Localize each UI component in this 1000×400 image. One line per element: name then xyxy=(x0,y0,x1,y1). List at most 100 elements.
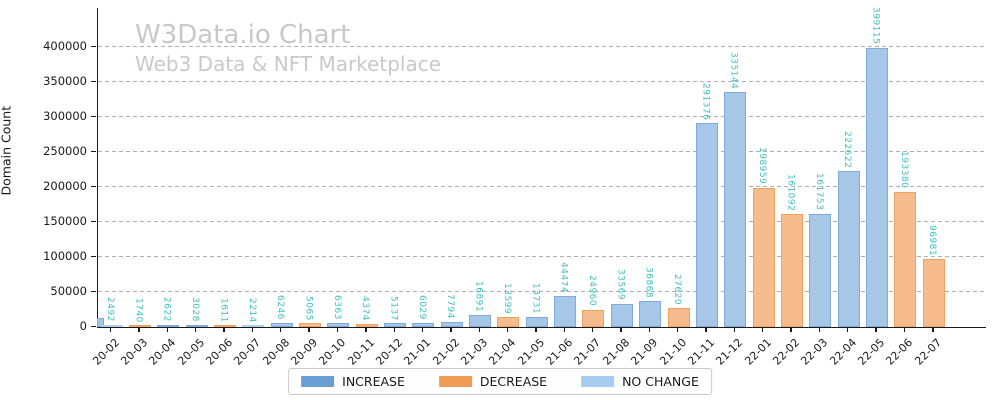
x-tick-mark xyxy=(336,327,339,332)
decrease-swatch-icon xyxy=(438,376,472,387)
x-tick-mark xyxy=(932,327,934,332)
x-tick-label-21-08: 21-08 xyxy=(600,336,633,368)
legend-item-decrease: DECREASE xyxy=(438,374,548,389)
y-tick-label: 200000 xyxy=(43,179,87,193)
x-tick-mark xyxy=(138,327,140,332)
bar-value-label: 44474 xyxy=(558,261,569,293)
x-tick-mark xyxy=(677,327,679,332)
bar-value-label: 222622 xyxy=(842,130,853,169)
bar-value-label: 96981 xyxy=(927,224,938,257)
bar-20-10[interactable] xyxy=(327,322,350,327)
x-tick-label-21-05: 21-05 xyxy=(515,336,547,368)
bar-20-04[interactable] xyxy=(157,325,180,327)
x-tick-mark xyxy=(563,327,565,332)
x-tick-label-20-11: 20-11 xyxy=(345,336,377,368)
bar-20-05[interactable] xyxy=(185,324,208,327)
x-tick-label-20-08: 20-08 xyxy=(260,336,292,368)
bar-20-07[interactable] xyxy=(242,325,265,327)
plot-area: 2492 1740 2622 3028 1611 2214 6246 5065 6363 4374… xyxy=(97,7,986,328)
y-tick-mark xyxy=(91,326,96,328)
gridline xyxy=(98,150,986,152)
bar-21-09[interactable] xyxy=(639,301,662,327)
x-tick-mark xyxy=(733,327,736,332)
bar-22-03[interactable] xyxy=(809,213,832,327)
legend-item-increase: INCREASE xyxy=(301,374,405,389)
x-tick-mark xyxy=(762,327,764,332)
bar-22-02[interactable] xyxy=(780,214,803,327)
bar-value-label: 6363 xyxy=(331,294,342,320)
legend-label-decrease: DECREASE xyxy=(479,374,548,389)
x-tick-label-20-02: 20-02 xyxy=(89,336,122,368)
bar-21-01[interactable] xyxy=(412,322,435,327)
x-tick-label-21-01: 21-01 xyxy=(401,336,434,368)
bar-value-label: 1740 xyxy=(133,297,144,323)
y-tick-label: 0 xyxy=(79,319,87,333)
bar-20-06[interactable] xyxy=(213,325,236,327)
bar-20-11[interactable] xyxy=(355,323,378,327)
bar-22-05[interactable] xyxy=(865,47,888,327)
x-tick-label-20-09: 20-09 xyxy=(288,336,321,368)
bar-21-07[interactable] xyxy=(582,309,605,327)
bar-21-11[interactable] xyxy=(695,123,718,327)
legend-label-increase: INCREASE xyxy=(342,374,405,389)
y-tick-label: 400000 xyxy=(43,39,87,53)
bar-21-06[interactable] xyxy=(554,295,577,327)
bar-value-label: 2214 xyxy=(246,297,257,323)
bar-20-03[interactable] xyxy=(128,325,151,327)
bar-value-label: 24960 xyxy=(586,275,597,307)
bar-value-label: 27620 xyxy=(672,273,682,305)
x-tick-label-22-05: 22-05 xyxy=(855,336,888,368)
bar-22-04[interactable] xyxy=(837,171,860,327)
bar-20-02[interactable] xyxy=(100,325,123,327)
x-tick-label-22-06: 22-06 xyxy=(883,336,916,368)
bar-21-03[interactable] xyxy=(469,315,492,327)
bar-value-label: 6029 xyxy=(416,294,427,320)
bar-22-01[interactable] xyxy=(752,187,775,327)
bar-value-label: 3028 xyxy=(190,296,201,322)
x-tick-label-22-07: 22-07 xyxy=(912,336,944,368)
x-tick-label-21-03: 21-03 xyxy=(458,336,491,368)
bar-21-10[interactable] xyxy=(667,307,690,327)
y-tick-mark xyxy=(91,221,96,223)
x-tick-mark xyxy=(393,327,395,332)
bar-22-07[interactable] xyxy=(922,259,945,327)
bar-value-label: 36868 xyxy=(643,267,654,299)
x-tick-label-20-04: 20-04 xyxy=(146,336,179,368)
gridline xyxy=(98,255,986,257)
increase-swatch-icon xyxy=(301,376,335,387)
x-tick-label-20-06: 20-06 xyxy=(203,336,236,368)
bar-20-08[interactable] xyxy=(270,322,293,327)
gridline xyxy=(98,45,986,47)
bar-21-02[interactable] xyxy=(440,321,463,327)
y-tick-label: 350000 xyxy=(43,74,87,88)
y-tick-mark xyxy=(91,46,96,48)
x-tick-mark xyxy=(478,327,480,332)
bar-20-12[interactable] xyxy=(384,323,406,327)
x-tick-label-22-02: 22-02 xyxy=(770,336,803,368)
bar-21-08[interactable] xyxy=(610,303,633,327)
legend: INCREASE DECREASE NO CHANGE xyxy=(288,368,712,395)
bar-value-label: 291376 xyxy=(700,82,711,121)
bar-value-label: 1611 xyxy=(218,297,229,323)
bar-value-label: 4374 xyxy=(360,296,371,321)
x-tick-mark xyxy=(648,327,651,332)
x-tick-mark xyxy=(280,327,282,332)
x-tick-mark xyxy=(450,327,452,332)
x-tick-label-20-10: 20-10 xyxy=(316,336,349,368)
y-tick-mark xyxy=(91,81,96,83)
x-tick-mark xyxy=(506,327,509,332)
bar-21-12[interactable] xyxy=(724,92,747,327)
bar-21-05[interactable] xyxy=(525,317,548,327)
y-tick-mark xyxy=(91,256,96,258)
x-tick-mark xyxy=(110,327,112,332)
bar-22-06[interactable] xyxy=(894,191,917,327)
bar-20-09[interactable] xyxy=(298,323,321,327)
x-tick-mark xyxy=(818,327,821,332)
x-tick-mark xyxy=(308,327,310,332)
bar-21-04[interactable] xyxy=(497,317,520,327)
y-tick-label: 300000 xyxy=(43,109,87,123)
bar-value-label: 16891 xyxy=(473,281,484,313)
y-tick-mark xyxy=(91,151,96,153)
x-tick-mark xyxy=(591,327,594,332)
